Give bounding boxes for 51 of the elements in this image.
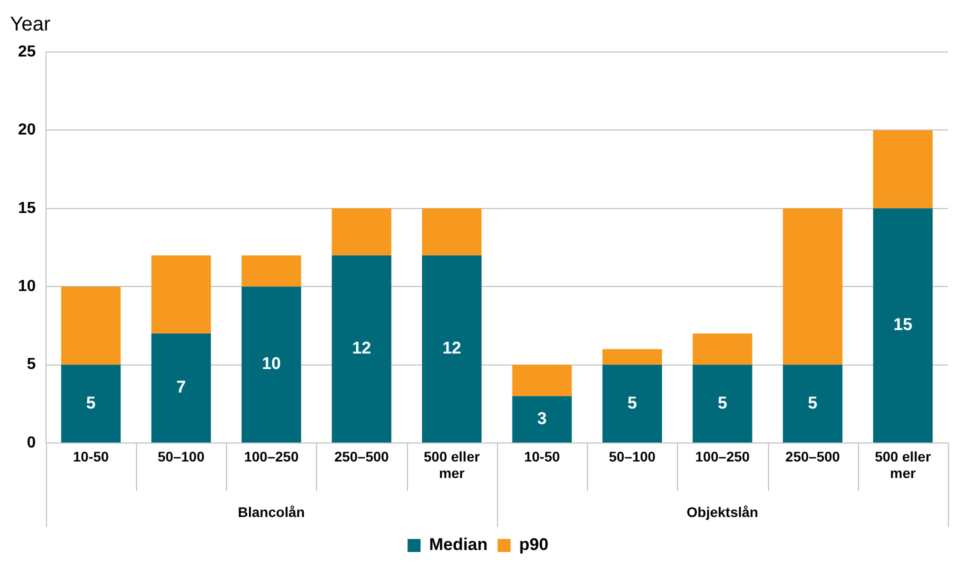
bar [332, 208, 392, 256]
bar [512, 364, 572, 396]
bar [61, 364, 121, 442]
y-tick-label: 10 [18, 278, 36, 296]
legend-label: Median [429, 535, 488, 554]
y-tick-label: 15 [18, 200, 36, 217]
data-label: 10 [262, 354, 281, 374]
data-label: 12 [442, 338, 462, 358]
bar [61, 286, 121, 365]
data-label: 5 [808, 393, 818, 412]
x-tick-label: 100–250 [695, 448, 750, 464]
data-label: 12 [352, 338, 372, 358]
x-tick-label: 100–250 [244, 448, 299, 464]
x-tick-label: 10-50 [73, 448, 110, 464]
bar [602, 349, 662, 365]
bar [782, 208, 842, 365]
x-tick-label: 500 eller mer [874, 448, 932, 482]
legend-label: p90 [519, 535, 548, 554]
y-tick-label: 0 [26, 434, 36, 452]
x-tick-label: 250–500 [785, 448, 840, 464]
bar [873, 208, 933, 442]
data-label: 5 [627, 393, 637, 412]
x-tick-label: 50–100 [608, 448, 656, 464]
y-axis-title: Year [10, 14, 51, 36]
x-tick-label: 10-50 [524, 448, 560, 464]
bar [151, 255, 211, 334]
data-label: 7 [176, 378, 186, 397]
bar [151, 334, 211, 442]
x-tick-label: 250–500 [334, 448, 390, 464]
bar [512, 396, 572, 442]
bar [422, 208, 482, 256]
bar [782, 364, 842, 442]
bar [422, 255, 482, 442]
bar [692, 364, 752, 442]
data-label: 15 [893, 315, 912, 334]
bar [602, 364, 662, 442]
bar [332, 255, 392, 442]
data-label: 5 [718, 393, 728, 412]
bar [692, 334, 752, 365]
text: Objektslån [686, 504, 758, 520]
data-label: 3 [537, 408, 547, 428]
text: Blancolån [238, 504, 305, 520]
y-tick-label: 20 [18, 122, 36, 139]
x-tick-label: 50–100 [158, 448, 205, 464]
y-tick-label: 5 [26, 356, 36, 374]
y-tick-label: 25 [18, 43, 36, 60]
data-label: 5 [86, 393, 96, 412]
x-tick-label: 500 eller mer [424, 448, 480, 482]
bar [242, 255, 302, 287]
bar [242, 286, 302, 442]
bar [873, 130, 933, 208]
